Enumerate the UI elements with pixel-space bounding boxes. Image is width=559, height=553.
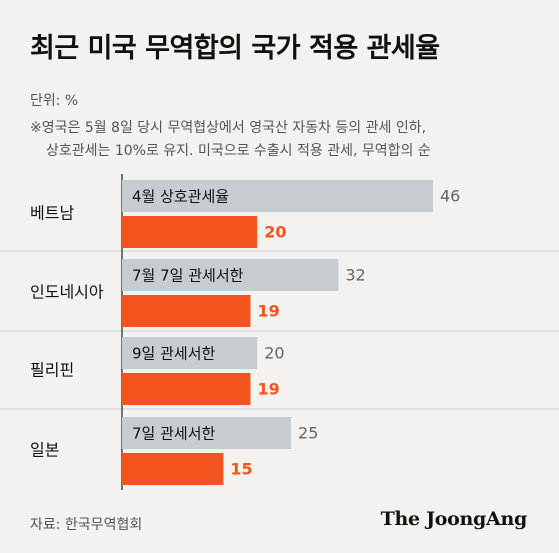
bar-inner-label: 9일 관세서한 <box>132 345 216 363</box>
value-label-series-2: 15 <box>230 460 252 479</box>
bar-inner-label: 7일 관세서한 <box>132 425 216 443</box>
category-label: 베트남 <box>30 204 74 223</box>
value-label-series-2: 19 <box>257 380 279 399</box>
bar-inner-label: 4월 상호관세율 <box>132 188 229 206</box>
chart-title: 최근 미국 무역합의 국가 적용 관세율 <box>30 33 440 64</box>
bar-series-1 <box>122 180 433 212</box>
bar-series-2 <box>122 295 251 327</box>
category-label: 일본 <box>30 441 59 460</box>
value-label-series-1: 32 <box>345 266 365 285</box>
footnote-line-2: 상호관세는 10%로 유지. 미국으로 수출시 적용 관세, 무역합의 순 <box>46 143 431 159</box>
bar-inner-label: 7월 7일 관세서한 <box>132 267 244 285</box>
bar-series-2 <box>122 373 251 405</box>
value-label-series-2: 19 <box>257 302 279 321</box>
bar-series-1 <box>122 259 339 291</box>
footnote-line-1: ※영국은 5월 8일 당시 무역협상에서 영국산 자동차 등의 관세 인하, <box>30 120 427 136</box>
value-label-series-1: 20 <box>264 344 284 363</box>
value-label-series-2: 20 <box>264 223 286 242</box>
value-label-series-1: 25 <box>298 424 318 443</box>
unit-label: 단위: % <box>30 93 79 109</box>
bar-series-2 <box>122 216 258 248</box>
bar-series-2 <box>122 453 224 485</box>
bar-series-1 <box>122 417 292 449</box>
source-label: 자료: 한국무역협회 <box>30 517 143 533</box>
category-label: 인도네시아 <box>30 283 104 302</box>
category-label: 필리핀 <box>30 361 74 380</box>
brand-logo: The JoongAng <box>380 508 528 530</box>
value-label-series-1: 46 <box>440 187 460 206</box>
bar-series-1 <box>122 337 258 369</box>
footnote: ※영국은 5월 8일 당시 무역협상에서 영국산 자동차 등의 관세 인하, 상… <box>30 117 431 163</box>
